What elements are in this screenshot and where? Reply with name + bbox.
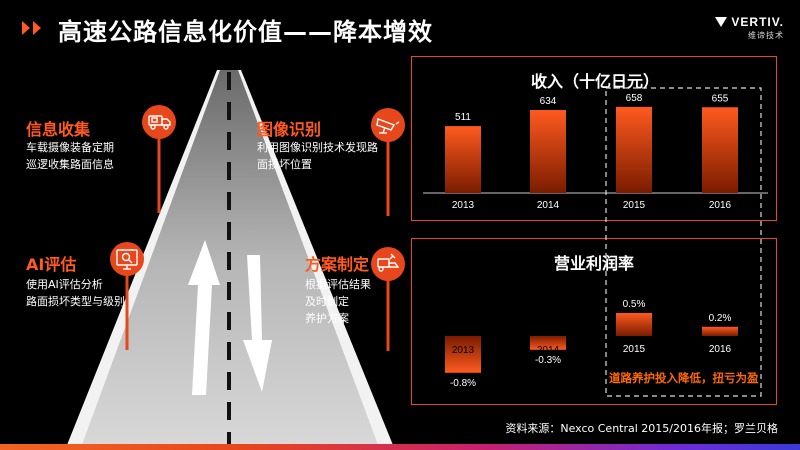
plan-title: 方案制定 [305,255,370,274]
margin-data-label: 0.2% [709,313,732,324]
image-recognition-title: 图像识别 [257,120,322,139]
ai-eval-title: AI评估 [26,255,77,274]
revenue-data-label: 511 [455,112,471,123]
revenue-tick-label: 2014 [537,200,560,211]
image-recognition-line-1: 利用图像识别技术发现路 [257,141,378,154]
ai-monitor-icon [116,249,138,270]
bottom-gradient-bar [0,444,800,450]
truck-camera-icon [148,115,171,130]
plan-line-1: 根据评估结果 [305,278,371,291]
double-chevron-icon [22,21,41,35]
margin-tick-label: 2013 [452,345,475,356]
revenue-bar [616,106,652,193]
margin-bar [445,336,481,373]
revenue-data-label: 658 [626,93,643,104]
margin-bar [530,336,566,350]
margin-bar [702,326,738,336]
road-repair-icon [377,253,400,272]
margin-tick-label: 2015 [623,344,646,355]
surveillance-camera-icon [376,118,400,134]
revenue-bar [445,126,481,193]
logo-text: VERTIV. [731,15,784,29]
plan-line-2: 及时制定 [305,295,349,308]
margin-data-label: 0.5% [623,299,646,310]
margin-tick-label: 2014 [537,345,560,356]
margin-panel [411,238,777,405]
ai-eval-line-1: 使用AI评估分析 [26,278,103,291]
logo-triangle-icon [715,17,728,27]
info-collect-title: 信息收集 [26,120,91,139]
revenue-bar [530,110,566,193]
revenue-data-label: 655 [712,93,729,104]
revenue-tick-label: 2013 [452,200,475,211]
pin-surveillance-camera [371,108,405,216]
revenue-tick-label: 2015 [623,200,646,211]
revenue-panel [411,56,777,221]
image-recognition-line-2: 面损坏位置 [257,158,312,171]
down-arrow-icon [243,255,272,392]
up-arrow-icon [188,240,220,395]
page-title: 高速公路信息化价值——降本增效 [58,18,433,46]
info-collect-line-2: 巡逻收集路面信息 [26,158,114,171]
margin-data-label: -0.8% [450,378,476,389]
info-collect-line-1: 车载摄像装备定期 [26,141,114,154]
revenue-chart-title: 收入（十亿日元） [530,72,660,91]
vertiv-logo: VERTIV. 维谛技术 [715,15,784,41]
revenue-data-label: 634 [540,96,557,107]
margin-chart-title: 营业利润率 [553,254,635,273]
plan-line-3: 养护方案 [305,312,349,325]
source-footnote: 资料来源：Nexco Central 2015/2016年报；罗兰贝格 [505,422,778,435]
margin-tick-label: 2016 [709,344,732,355]
ai-eval-line-2: 路面损坏类型与级别 [26,295,125,308]
margin-bar [616,313,652,336]
margin-data-label: -0.3% [535,355,561,366]
pin-road-repair [371,247,405,351]
pin-truck-camera [142,105,176,213]
profit-turnaround-callout: 道路养护投入降低，扭亏为盈 [609,371,759,385]
revenue-tick-label: 2016 [709,200,732,211]
highway-illustration [65,70,395,450]
pin-ai-monitor [110,242,144,350]
logo-subtext: 维谛技术 [748,31,784,40]
revenue-bar [702,107,738,193]
highlight-frame [605,87,762,397]
